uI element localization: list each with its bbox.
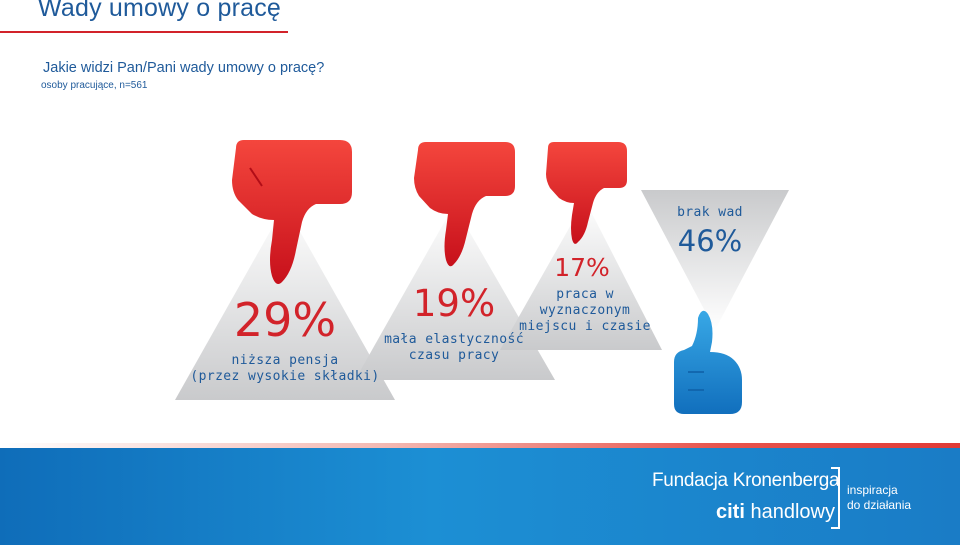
- percent-value: 46%: [677, 224, 743, 258]
- label-line: praca w: [556, 287, 614, 302]
- percent-value: 29%: [233, 293, 337, 347]
- sample-size-note: osoby pracujące, n=561: [41, 80, 148, 91]
- bank-logo-suffix: handlowy: [744, 501, 835, 523]
- page-title: Wady umowy o pracę: [38, 0, 282, 22]
- thumbs-down-icon: [232, 140, 352, 284]
- label-line: niższa pensja: [231, 353, 339, 368]
- label-line: (przez wysokie składki): [190, 369, 380, 384]
- title-underline: [0, 31, 288, 33]
- tagline: inspiracja do działania: [847, 483, 911, 513]
- item-label: mała elastyczność czasu pracy: [364, 332, 544, 364]
- tagline-line: inspiracja: [847, 483, 898, 497]
- percent-value: 17%: [554, 253, 610, 282]
- bracket-divider: [831, 467, 840, 529]
- bank-logo: citi handlowy: [716, 501, 835, 524]
- survey-question: Jakie widzi Pan/Pani wady umowy o pracę?: [43, 60, 325, 76]
- item-label: niższa pensja (przez wysokie składki): [175, 353, 395, 385]
- item-label: brak wad: [677, 205, 743, 220]
- footer-stripe: [0, 443, 960, 448]
- triangle-bg-1: [175, 205, 395, 400]
- bank-logo-prefix: citi: [716, 501, 745, 523]
- triangle-bg-4: [641, 190, 789, 330]
- label-line: czasu pracy: [408, 348, 500, 363]
- percent-value: 19%: [412, 282, 496, 325]
- tagline-line: do działania: [847, 498, 912, 512]
- triangle-bg-3: [500, 200, 662, 350]
- label-line: wyznaczonym: [539, 303, 631, 318]
- thumbs-up-icon: [674, 310, 742, 414]
- foundation-logo-text: Fundacja Kronenberga: [652, 470, 840, 491]
- item-label: praca w wyznaczonym miejscu i czasie: [517, 287, 653, 335]
- label-line: mała elastyczność: [384, 332, 524, 347]
- thumbs-down-icon: [546, 142, 627, 244]
- thumbs-down-icon: [414, 142, 515, 267]
- triangle-bg-2: [355, 205, 555, 380]
- footer-band: [0, 448, 960, 545]
- label-line: miejscu i czasie: [519, 319, 651, 334]
